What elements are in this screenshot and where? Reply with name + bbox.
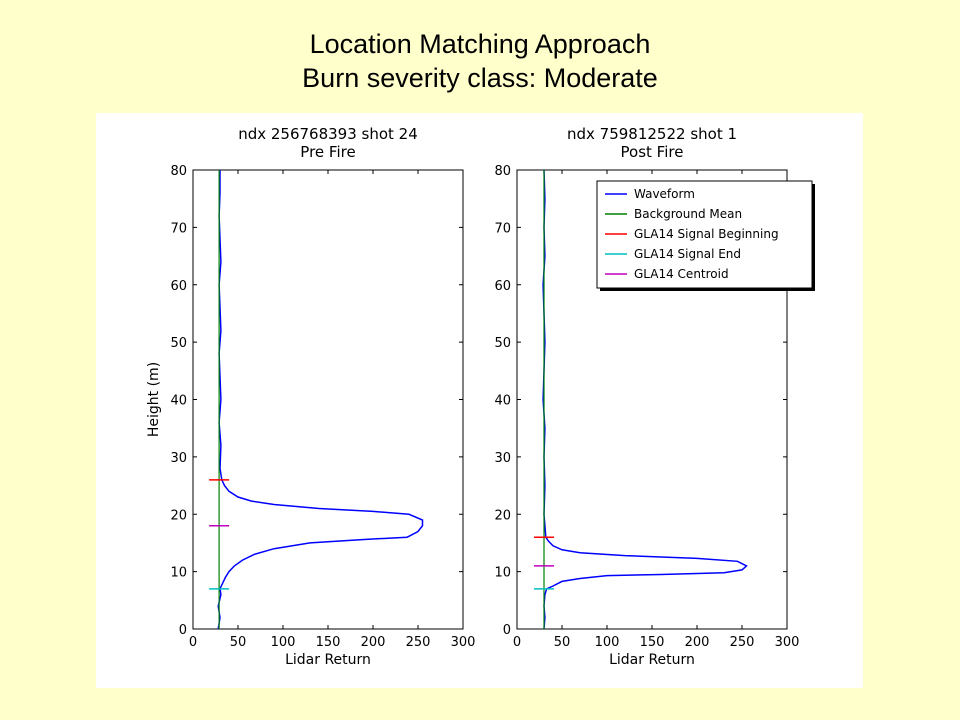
- slide-title: Location Matching Approach: [309, 29, 651, 59]
- chart2-x-tick-label: 150: [640, 635, 665, 650]
- chart2-x-tick-label: 0: [513, 635, 521, 650]
- chart1-x-tick-label: 0: [189, 635, 197, 650]
- chart2-x-axis-label: Lidar Return: [609, 652, 695, 668]
- chart2-legend-label: GLA14 Signal End: [634, 247, 741, 261]
- chart2-y-tick-label: 20: [494, 508, 511, 523]
- chart2-y-tick-label: 10: [494, 566, 511, 581]
- chart1-waveform-line: [217, 170, 424, 630]
- chart1-x-tick-label: 100: [271, 635, 296, 650]
- chart2-y-tick-label: 0: [503, 623, 511, 638]
- chart2-x-tick-label: 300: [775, 635, 800, 650]
- chart2-y-tick-label: 60: [494, 279, 511, 294]
- chart2-y-tick-label: 80: [494, 164, 511, 179]
- chart2-legend-label: Background Mean: [634, 207, 742, 221]
- chart2-title: ndx 759812522 shot 1: [567, 125, 737, 143]
- chart1-x-tick-label: 200: [361, 635, 386, 650]
- chart1-plot-area: [192, 169, 464, 630]
- chart2-legend-label: GLA14 Signal Beginning: [634, 227, 779, 241]
- chart1-x-tick-label: 150: [316, 635, 341, 650]
- chart1-y-tick-label: 70: [170, 221, 187, 236]
- chart1-y-tick-label: 80: [170, 164, 187, 179]
- chart2-legend-label: Waveform: [634, 187, 695, 201]
- chart2-legend-box: [596, 180, 813, 289]
- chart1-y-tick-label: 60: [170, 279, 187, 294]
- chart1-y-tick-label: 50: [170, 336, 187, 351]
- chart2-y-tick-label: 40: [494, 394, 511, 409]
- chart2-y-tick-label: 30: [494, 451, 511, 466]
- chart1-y-tick-label: 30: [170, 451, 187, 466]
- chart1-x-tick-label: 50: [230, 635, 247, 650]
- chart1-x-axis-label: Lidar Return: [285, 652, 371, 668]
- slide-subtitle: Burn severity class: Moderate: [302, 63, 658, 93]
- chart2-y-tick-label: 50: [494, 336, 511, 351]
- figure-panel: 0 50 100 150 200 250 300 0 10 20 30 40 50 60 70 80 ndx 2…: [96, 113, 863, 688]
- chart2-x-tick-label: 250: [730, 635, 755, 650]
- chart2-x-tick-label: 50: [554, 635, 571, 650]
- chart2-x-tick-label: 200: [685, 635, 710, 650]
- chart1-y-tick-label: 20: [170, 508, 187, 523]
- chart1-title: ndx 256768393 shot 24: [238, 125, 418, 143]
- chart2-legend-label: GLA14 Centroid: [634, 267, 729, 281]
- chart2-x-tick-label: 100: [595, 635, 620, 650]
- chart1-y-tick-label: 40: [170, 394, 187, 409]
- chart1-subtitle: Pre Fire: [300, 143, 355, 161]
- chart1-y-tick-label: 10: [170, 566, 187, 581]
- chart1-y-axis-label: Height (m): [146, 362, 162, 437]
- chart1-y-tick-label: 0: [179, 623, 187, 638]
- chart2-y-tick-label: 70: [494, 221, 511, 236]
- chart1-x-tick-label: 300: [451, 635, 476, 650]
- chart2-subtitle: Post Fire: [621, 143, 684, 161]
- chart1-x-tick-label: 250: [406, 635, 431, 650]
